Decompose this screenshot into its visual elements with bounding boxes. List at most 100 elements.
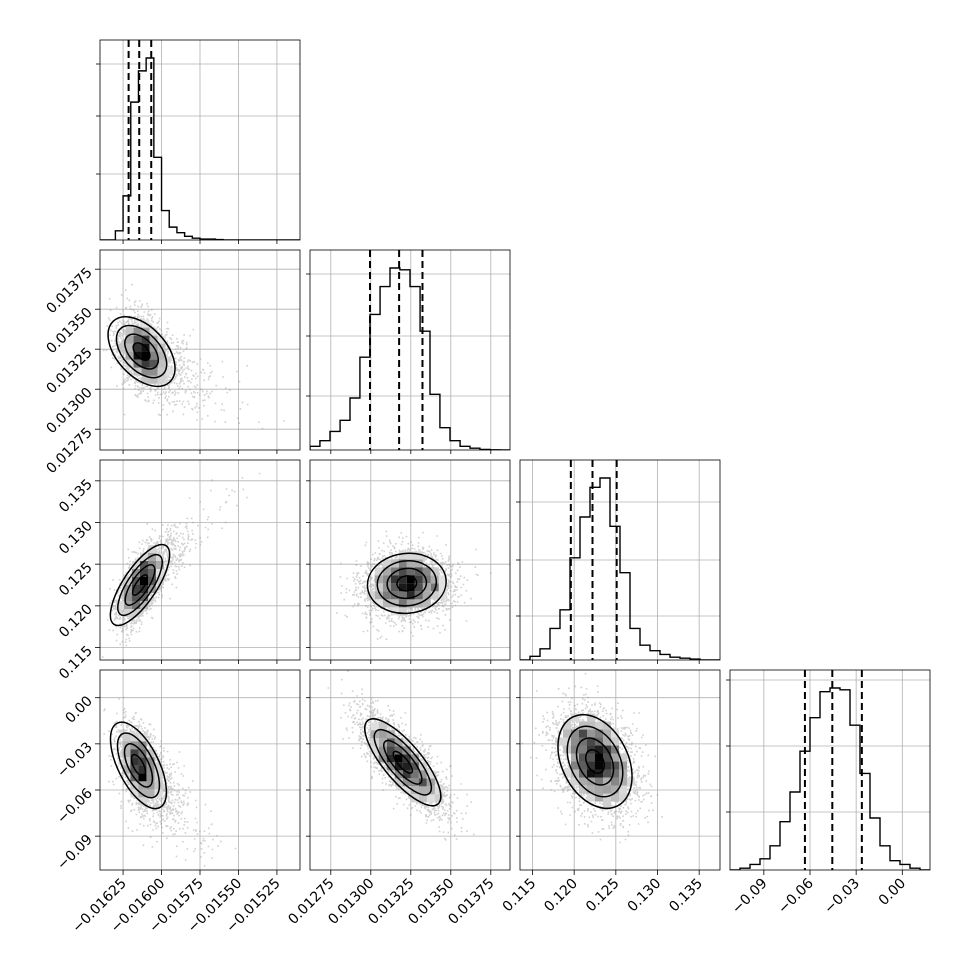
density-cell (138, 741, 147, 750)
density-cell (418, 786, 427, 795)
density-cell (138, 765, 147, 774)
density-cell (587, 729, 595, 738)
pair-panel-2-3 (519, 669, 721, 871)
density-cell (430, 575, 439, 584)
contour (396, 575, 418, 592)
density-cell (402, 762, 411, 771)
density-cell (154, 781, 163, 790)
density-cell (156, 553, 164, 561)
density-cell (587, 721, 595, 730)
density-cell (611, 793, 619, 802)
density-cell (124, 609, 132, 617)
density-cell (611, 761, 619, 770)
density-cell (130, 781, 139, 790)
density-cell (563, 729, 571, 738)
density-cell (410, 786, 419, 795)
density-cell (148, 569, 156, 577)
histogram-panel-3 (726, 669, 931, 871)
density-cell (426, 794, 435, 803)
density-cell (382, 575, 391, 584)
density-cell (571, 769, 579, 778)
density-cell (146, 773, 155, 782)
density-cell (154, 765, 163, 774)
density-cell (595, 753, 603, 762)
density-cell (571, 745, 579, 754)
density-cell (422, 591, 431, 600)
density-cell (132, 577, 140, 585)
density-cell (603, 753, 611, 762)
histogram-frame (309, 249, 511, 451)
density-cell (140, 561, 148, 569)
density-cell (140, 593, 148, 601)
contour (109, 721, 168, 810)
density-cell (398, 575, 407, 584)
density-cell (595, 721, 603, 730)
density-cell (394, 738, 403, 747)
pair-panel-0-2 (99, 459, 301, 661)
density-cell (406, 599, 415, 608)
density-cell (141, 367, 150, 376)
density-cell (378, 746, 387, 755)
y-tick-label: 0.00 (62, 693, 95, 726)
density-cell (378, 730, 387, 739)
density-cell (414, 551, 423, 560)
density-cell (603, 721, 611, 730)
density-cell (138, 789, 147, 798)
density-cell (374, 583, 383, 592)
y-tick-label: 0.135 (56, 476, 96, 516)
density-cell (149, 375, 158, 384)
density-cell (406, 575, 415, 584)
contour (117, 553, 163, 617)
density-cell (603, 769, 611, 778)
y-tick-label: 0.125 (56, 560, 96, 600)
scatter-points (101, 472, 261, 658)
x-tick-label: 0.120 (541, 876, 581, 916)
density-cell (418, 778, 427, 787)
density-cell (406, 559, 415, 568)
density-cell (434, 794, 443, 803)
density-cell (410, 770, 419, 779)
density-cell (390, 583, 399, 592)
density-cell (422, 583, 431, 592)
pair-panel-0-1 (99, 249, 301, 451)
density-cell (398, 567, 407, 576)
density-cell (619, 793, 627, 802)
density-cell (374, 567, 383, 576)
density-cell (122, 733, 131, 742)
density-cell (157, 359, 166, 368)
density-cell (438, 583, 447, 592)
density-cell (125, 335, 134, 344)
density-cell (394, 762, 403, 771)
pair-frame (519, 669, 721, 871)
density-cell (122, 749, 131, 758)
density-cell (587, 785, 595, 794)
histogram-panel-0 (96, 39, 301, 241)
density-cell (603, 729, 611, 738)
density-cell (382, 567, 391, 576)
histogram-step (100, 57, 300, 240)
density-cell (116, 601, 124, 609)
density-cell (611, 729, 619, 738)
density-cell (587, 713, 595, 722)
density-cell (390, 599, 399, 608)
pair-content (103, 696, 237, 867)
histogram-step (310, 267, 510, 450)
density-cell (132, 609, 140, 617)
x-tick-label: 0.135 (666, 876, 706, 916)
histogram-panel-2 (516, 459, 721, 661)
density-cell (146, 757, 155, 766)
density-cell (438, 575, 447, 584)
density-cell (402, 778, 411, 787)
density-cell (386, 730, 395, 739)
pair-panel-1-3 (309, 669, 511, 871)
density-cell (141, 351, 150, 360)
density-cell (132, 561, 140, 569)
density-cell (430, 567, 439, 576)
density-cell (406, 567, 415, 576)
density-cell (579, 785, 587, 794)
density-cell (402, 770, 411, 779)
density-cell (595, 793, 603, 802)
pair-content (521, 672, 663, 844)
